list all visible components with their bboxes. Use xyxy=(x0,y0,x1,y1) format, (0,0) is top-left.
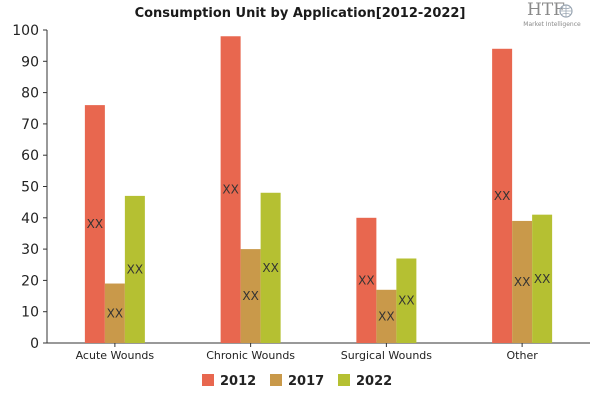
bar-2017 xyxy=(240,249,261,343)
data-label: XX xyxy=(242,289,258,303)
htf-logo: HTF Market Intelligence xyxy=(523,0,581,28)
bar-2022 xyxy=(532,214,553,343)
bar-2022 xyxy=(396,258,417,343)
y-tick-label: 20 xyxy=(21,273,39,289)
bar-2017 xyxy=(376,289,397,343)
y-tick-label: 30 xyxy=(21,242,39,258)
bar-2012 xyxy=(220,36,241,343)
globe-icon xyxy=(559,4,573,18)
bar-2012 xyxy=(356,217,377,343)
bar-2012 xyxy=(492,48,513,343)
plot-area: 0 10 20 30 40 50 60 70 80 90 100 XX XX XX Acute Wounds… xyxy=(12,23,590,362)
data-label: XX xyxy=(378,309,394,323)
y-tick-label: 50 xyxy=(21,180,39,196)
legend: 2012 2017 2022 xyxy=(202,374,392,389)
y-tick-label: 90 xyxy=(21,54,39,70)
x-tick-label: Surgical Wounds xyxy=(341,349,433,362)
y-tick-label: 80 xyxy=(21,86,39,102)
data-label: XX xyxy=(127,262,143,276)
x-tick-label: Acute Wounds xyxy=(76,349,155,362)
logo-text: HTF xyxy=(527,0,565,20)
y-tick-label: 10 xyxy=(21,305,39,321)
bar-2017 xyxy=(512,220,533,343)
bar-2022 xyxy=(124,195,145,343)
bar-2012 xyxy=(84,105,105,344)
data-label: XX xyxy=(358,273,374,287)
y-tick-label: 70 xyxy=(21,117,39,133)
data-label: XX xyxy=(534,272,550,286)
legend-label: 2022 xyxy=(356,374,392,389)
y-tick-label: 40 xyxy=(21,211,39,227)
bar-2022 xyxy=(260,192,281,343)
legend-label: 2012 xyxy=(220,374,256,389)
chart-title: Consumption Unit by Application[2012-202… xyxy=(135,6,466,21)
legend-label: 2017 xyxy=(288,374,324,389)
legend-swatch-2022 xyxy=(338,374,350,386)
x-tick-label: Chronic Wounds xyxy=(206,349,295,362)
logo-subtext: Market Intelligence xyxy=(523,21,581,28)
data-label: XX xyxy=(87,217,103,231)
legend-swatch-2012 xyxy=(202,374,214,386)
y-tick-label: 100 xyxy=(12,23,39,39)
x-tick-label: Other xyxy=(507,349,539,362)
y-tick-label: 0 xyxy=(30,336,39,352)
data-label: XX xyxy=(398,294,414,308)
legend-swatch-2017 xyxy=(270,374,282,386)
data-label: XX xyxy=(262,261,278,275)
data-label: XX xyxy=(222,183,238,197)
y-tick-label: 60 xyxy=(21,148,39,164)
data-label: XX xyxy=(107,306,123,320)
data-label: XX xyxy=(494,189,510,203)
bar-2017 xyxy=(104,283,125,343)
data-label: XX xyxy=(514,275,530,289)
